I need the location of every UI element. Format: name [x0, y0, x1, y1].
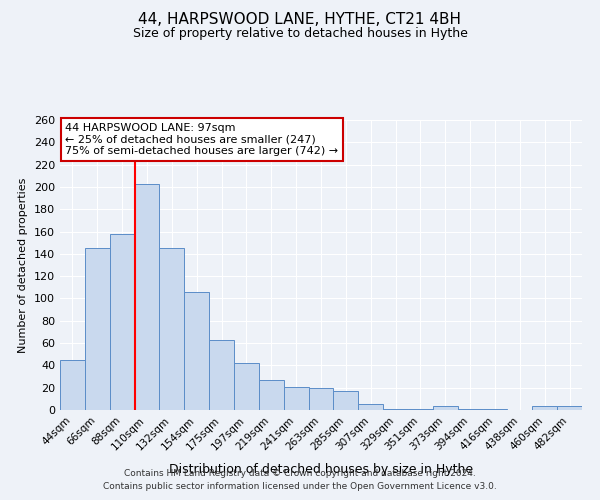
Bar — [383, 409, 408, 410]
Bar — [557, 406, 582, 410]
Text: 44 HARPSWOOD LANE: 97sqm
← 25% of detached houses are smaller (247)
75% of semi-: 44 HARPSWOOD LANE: 97sqm ← 25% of detach… — [65, 123, 338, 156]
Bar — [184, 292, 209, 410]
Bar — [458, 409, 482, 410]
Bar — [110, 234, 134, 410]
Bar — [308, 388, 334, 410]
Bar — [433, 406, 458, 410]
Bar — [160, 248, 184, 410]
Bar — [358, 404, 383, 410]
Bar — [284, 386, 308, 410]
Bar — [532, 406, 557, 410]
Text: Contains HM Land Registry data © Crown copyright and database right 2024.: Contains HM Land Registry data © Crown c… — [124, 468, 476, 477]
Bar — [134, 184, 160, 410]
X-axis label: Distribution of detached houses by size in Hythe: Distribution of detached houses by size … — [169, 463, 473, 476]
Bar — [482, 409, 508, 410]
Bar — [60, 360, 85, 410]
Bar — [408, 409, 433, 410]
Bar — [85, 248, 110, 410]
Text: Size of property relative to detached houses in Hythe: Size of property relative to detached ho… — [133, 28, 467, 40]
Bar — [209, 340, 234, 410]
Text: 44, HARPSWOOD LANE, HYTHE, CT21 4BH: 44, HARPSWOOD LANE, HYTHE, CT21 4BH — [139, 12, 461, 28]
Bar — [259, 380, 284, 410]
Y-axis label: Number of detached properties: Number of detached properties — [19, 178, 28, 352]
Bar — [234, 363, 259, 410]
Bar — [334, 391, 358, 410]
Text: Contains public sector information licensed under the Open Government Licence v3: Contains public sector information licen… — [103, 482, 497, 491]
